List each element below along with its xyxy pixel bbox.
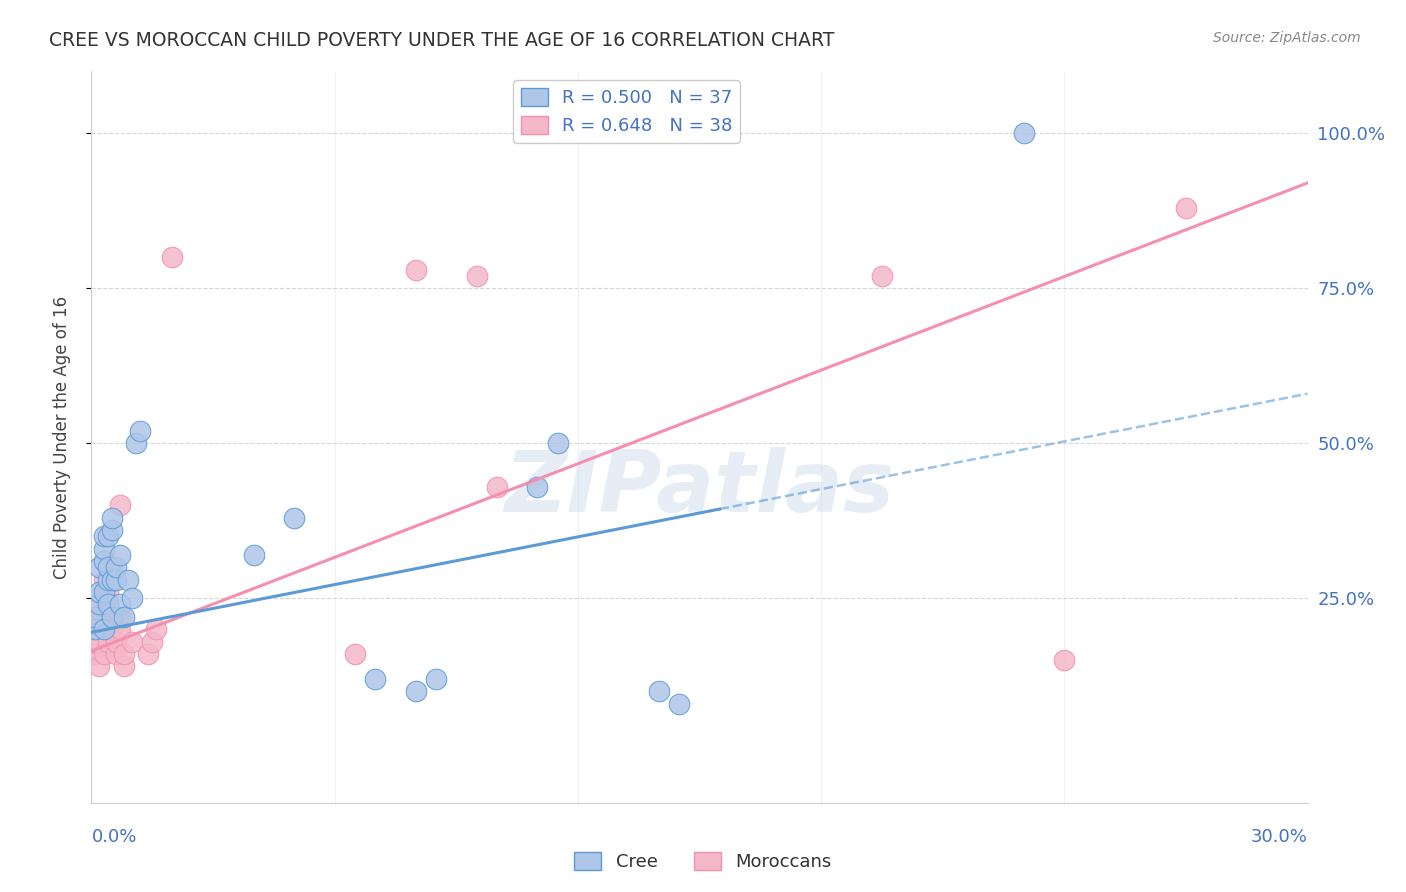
Point bbox=[405, 684, 427, 698]
Point bbox=[648, 684, 671, 698]
Point bbox=[112, 610, 135, 624]
Text: CREE VS MOROCCAN CHILD POVERTY UNDER THE AGE OF 16 CORRELATION CHART: CREE VS MOROCCAN CHILD POVERTY UNDER THE… bbox=[49, 31, 835, 50]
Point bbox=[465, 268, 488, 283]
Point bbox=[84, 622, 107, 636]
Point bbox=[1175, 201, 1198, 215]
Point bbox=[121, 591, 143, 606]
Point bbox=[1053, 653, 1076, 667]
Text: ZIPatlas: ZIPatlas bbox=[505, 447, 894, 530]
Point bbox=[364, 672, 387, 686]
Point bbox=[100, 523, 122, 537]
Point bbox=[121, 634, 143, 648]
Point bbox=[129, 424, 152, 438]
Point bbox=[104, 634, 127, 648]
Point bbox=[112, 659, 135, 673]
Point bbox=[125, 436, 148, 450]
Point bbox=[93, 622, 115, 636]
Point bbox=[97, 634, 120, 648]
Point bbox=[84, 610, 107, 624]
Point bbox=[84, 634, 107, 648]
Text: 0.0%: 0.0% bbox=[91, 828, 136, 846]
Point bbox=[547, 436, 569, 450]
Point bbox=[104, 573, 127, 587]
Point bbox=[100, 560, 122, 574]
Point bbox=[93, 598, 115, 612]
Point bbox=[117, 573, 139, 587]
Point bbox=[84, 622, 107, 636]
Point bbox=[108, 548, 131, 562]
Point bbox=[405, 262, 427, 277]
Point bbox=[97, 598, 120, 612]
Point bbox=[100, 610, 122, 624]
Point bbox=[485, 480, 508, 494]
Point bbox=[97, 598, 120, 612]
Point bbox=[668, 697, 690, 711]
Point bbox=[104, 610, 127, 624]
Point bbox=[93, 610, 115, 624]
Legend: R = 0.500   N = 37, R = 0.648   N = 38: R = 0.500 N = 37, R = 0.648 N = 38 bbox=[513, 80, 740, 143]
Point bbox=[93, 541, 115, 556]
Point bbox=[84, 647, 107, 661]
Y-axis label: Child Poverty Under the Age of 16: Child Poverty Under the Age of 16 bbox=[52, 295, 70, 579]
Point bbox=[145, 622, 167, 636]
Point bbox=[1012, 126, 1035, 140]
Legend: Cree, Moroccans: Cree, Moroccans bbox=[567, 845, 839, 879]
Point bbox=[100, 622, 122, 636]
Point bbox=[97, 529, 120, 543]
Point bbox=[870, 268, 893, 283]
Point bbox=[136, 647, 159, 661]
Point bbox=[104, 647, 127, 661]
Text: Source: ZipAtlas.com: Source: ZipAtlas.com bbox=[1213, 31, 1361, 45]
Point bbox=[89, 560, 111, 574]
Point bbox=[89, 585, 111, 599]
Point bbox=[89, 610, 111, 624]
Text: 30.0%: 30.0% bbox=[1251, 828, 1308, 846]
Point bbox=[343, 647, 366, 661]
Point bbox=[425, 672, 447, 686]
Point bbox=[89, 659, 111, 673]
Point bbox=[93, 647, 115, 661]
Point bbox=[242, 548, 264, 562]
Point bbox=[283, 510, 305, 524]
Point bbox=[108, 622, 131, 636]
Point bbox=[100, 573, 122, 587]
Point bbox=[93, 622, 115, 636]
Point bbox=[97, 573, 120, 587]
Point bbox=[526, 480, 548, 494]
Point bbox=[93, 573, 115, 587]
Point bbox=[100, 610, 122, 624]
Point bbox=[108, 598, 131, 612]
Point bbox=[93, 585, 115, 599]
Point bbox=[97, 560, 120, 574]
Point bbox=[97, 622, 120, 636]
Point bbox=[93, 554, 115, 568]
Point bbox=[108, 610, 131, 624]
Point bbox=[89, 634, 111, 648]
Point bbox=[162, 250, 184, 264]
Point bbox=[97, 585, 120, 599]
Point bbox=[89, 598, 111, 612]
Point bbox=[104, 560, 127, 574]
Point bbox=[108, 498, 131, 512]
Point bbox=[112, 647, 135, 661]
Point bbox=[141, 634, 163, 648]
Point bbox=[100, 510, 122, 524]
Point bbox=[93, 529, 115, 543]
